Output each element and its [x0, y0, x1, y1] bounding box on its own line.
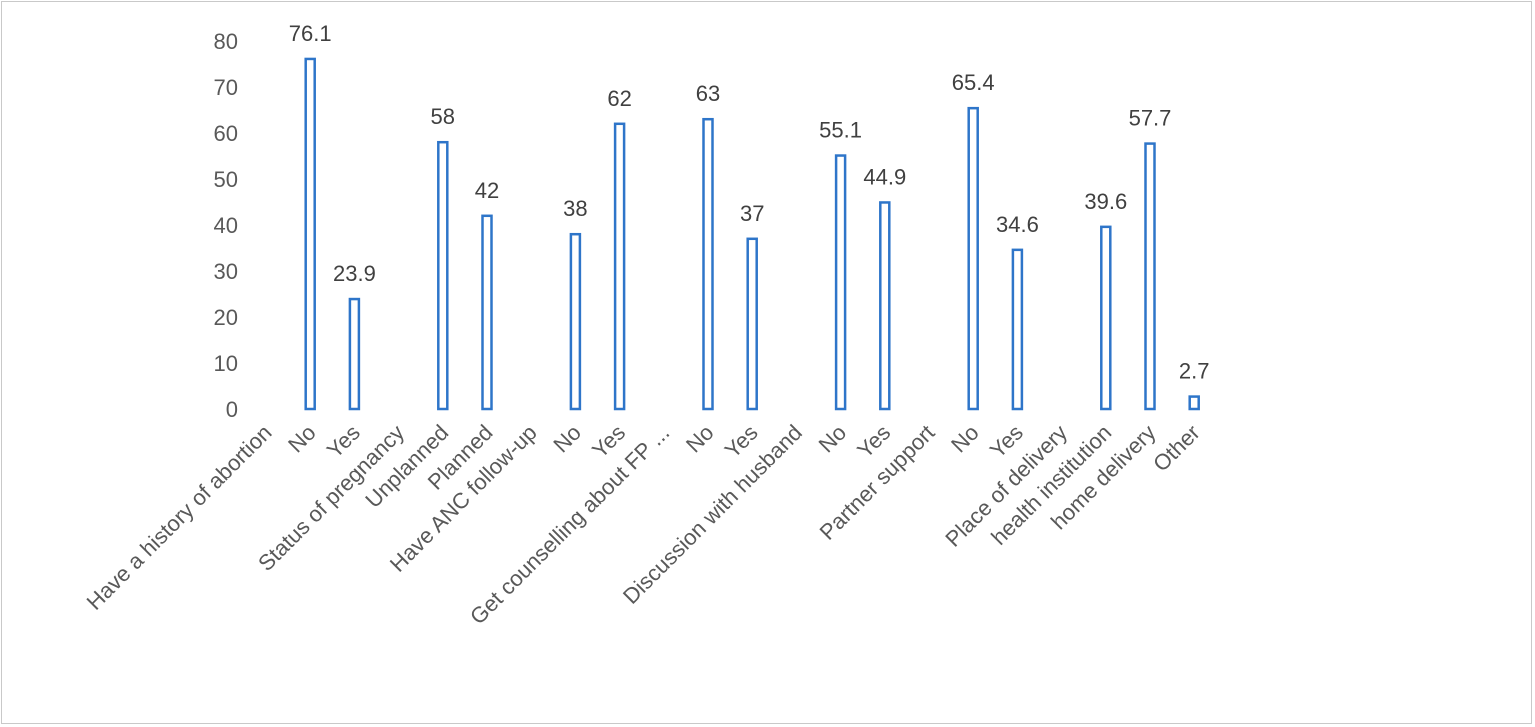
- bar: [437, 140, 449, 411]
- y-tick-label: 30: [214, 259, 238, 284]
- data-label: 42: [475, 178, 499, 203]
- bar: [481, 214, 493, 411]
- bar: [702, 117, 714, 411]
- x-tick-label: No: [548, 420, 586, 458]
- bar: [1011, 248, 1024, 411]
- data-label: 38: [563, 196, 587, 221]
- x-tick-label: No: [283, 420, 321, 458]
- bar: [1144, 142, 1156, 411]
- data-label: 65.4: [952, 70, 995, 95]
- y-tick-label: 80: [214, 29, 238, 54]
- bar: [348, 297, 361, 411]
- bar: [304, 57, 316, 411]
- y-axis: 0 10 20 30 40 50 60 70 80: [214, 29, 238, 422]
- x-tick-label: No: [814, 420, 852, 458]
- data-label: 23.9: [333, 261, 376, 286]
- data-label: 39.6: [1084, 189, 1127, 214]
- data-label: 37: [740, 201, 764, 226]
- bar: [967, 106, 979, 411]
- bar: [569, 232, 582, 411]
- y-tick-label: 60: [214, 121, 238, 146]
- data-label: 34.6: [996, 212, 1039, 237]
- bar: [1100, 225, 1112, 411]
- data-labels: 76.1 23.9 58 42 38 62 63 37 55.144.9 65.4 34.6 39.6…: [289, 21, 1210, 384]
- y-tick-label: 50: [214, 167, 238, 192]
- data-label: 44.9: [863, 164, 906, 189]
- data-label: 57.7: [1129, 106, 1172, 131]
- data-label: 62: [607, 86, 631, 111]
- y-tick-label: 0: [226, 397, 238, 422]
- data-label: 55.1: [819, 118, 862, 143]
- data-label: 2.7: [1179, 359, 1210, 384]
- data-label: 63: [696, 81, 720, 106]
- x-tick-label: No: [946, 420, 984, 458]
- y-tick-label: 20: [214, 305, 238, 330]
- bar: [613, 122, 626, 411]
- bar: [879, 201, 891, 411]
- x-tick-label: Have a history of abortion: [82, 420, 277, 615]
- y-tick-label: 10: [214, 351, 238, 376]
- bar: [834, 154, 847, 411]
- bars: [304, 57, 1200, 411]
- bar: [1188, 395, 1200, 411]
- x-tick-label: No: [681, 420, 719, 458]
- y-tick-label: 40: [214, 213, 238, 238]
- bar: [746, 237, 758, 411]
- data-label: 76.1: [289, 21, 332, 46]
- x-tick-label: Other: [1148, 420, 1205, 477]
- y-tick-label: 70: [214, 75, 238, 100]
- data-label: 58: [431, 104, 455, 129]
